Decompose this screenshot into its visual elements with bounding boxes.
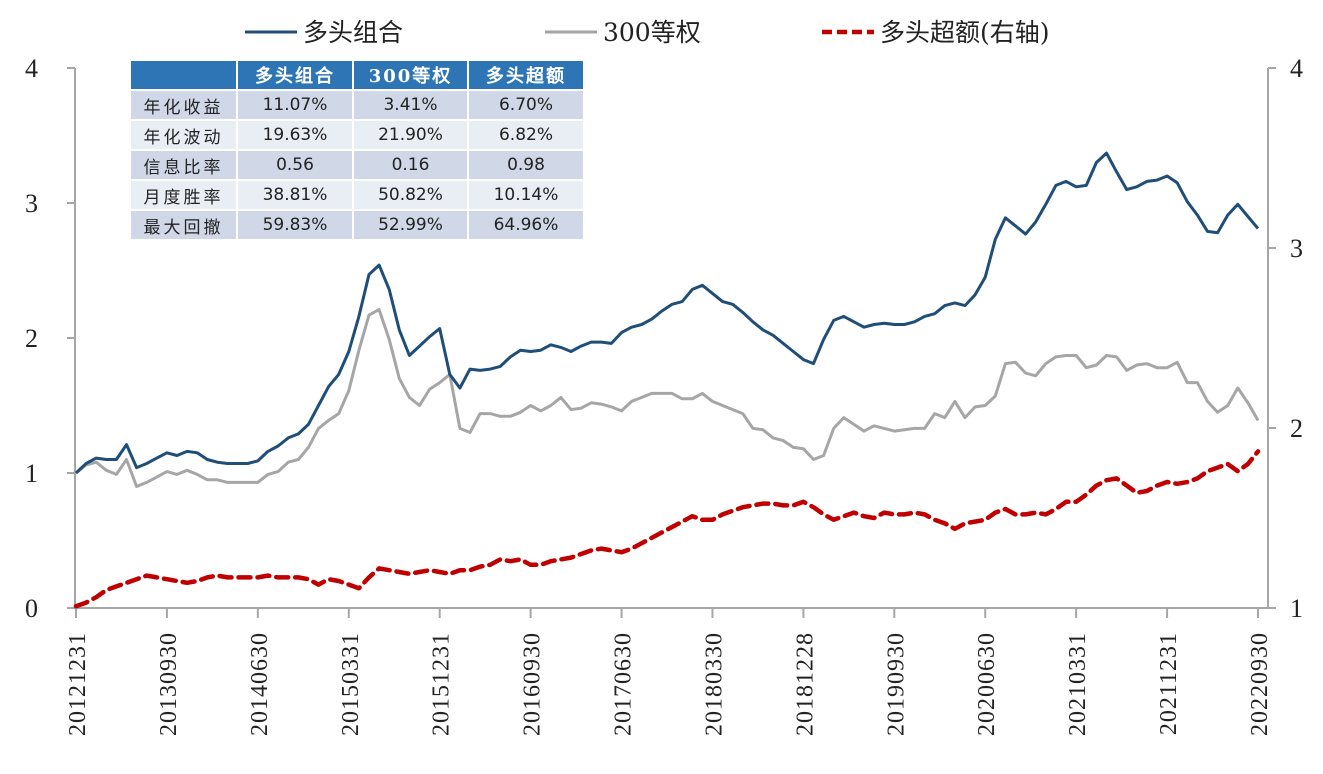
stats-cell: 0.16 [352,149,469,181]
stats-cell: 0.56 [236,149,354,181]
stats-cell: 10.14% [467,179,585,211]
stats-cell: 6.82% [467,119,585,151]
left-axis-tick-label: 4 [25,54,38,83]
left-axis-tick-label: 1 [25,459,38,488]
stats-table-row: 年化波动 19.63% 21.90% 6.82% [129,119,585,151]
legend-label: 多头超额(右轴) [880,18,1050,47]
right-axis-tick-label: 2 [1290,414,1303,443]
stats-row-label: 年化收益 [129,89,238,121]
x-axis-tick-label: 20150331 [338,632,364,736]
series-line-long-excess [73,449,1261,609]
stats-table-header-cell: 300等权 [352,59,469,91]
stats-row-label: 最大回撤 [129,209,238,241]
stats-table-row: 月度胜率 38.81% 50.82% 10.14% [129,179,585,211]
right-axis-tick-label: 4 [1290,54,1303,83]
left-axis-tick-label: 3 [25,189,38,218]
stats-cell: 11.07% [236,89,354,121]
x-axis-tick-label: 20181228 [792,632,818,736]
stats-table-row: 年化收益 11.07% 3.41% 6.70% [129,89,585,121]
stats-row-label: 年化波动 [129,119,238,151]
x-axis-tick-label: 20121231 [65,632,91,736]
stats-table: 多头组合 300等权 多头超额 年化收益 11.07% 3.41% 6.70% … [129,59,585,241]
stats-table-header-cell [129,59,238,91]
x-axis-tick-label: 20151231 [429,632,455,736]
x-axis-tick-label: 20190930 [883,632,909,736]
stats-row-label: 月度胜率 [129,179,238,211]
stats-cell: 0.98 [467,149,585,181]
x-axis-tick-label: 20130930 [156,632,182,736]
right-axis-tick-label: 3 [1290,234,1303,263]
stats-cell: 64.96% [467,209,585,241]
stats-table-header-cell: 多头超额 [467,59,585,91]
series-layer [73,151,1261,609]
stats-cell: 52.99% [352,209,469,241]
stats-cell: 50.82% [352,179,469,211]
stats-cell: 19.63% [236,119,354,151]
stats-table-header-cell: 多头组合 [236,59,354,91]
axes: 0 1 2 3 4 1 2 3 4 20121231 20130930 20140630 2015033… [25,54,1303,736]
x-axis-tick-label: 20200630 [974,632,1000,736]
x-axis-tick-label: 20211231 [1156,632,1182,735]
legend: 多头组合 300等权 多头超额(右轴) [245,18,1050,47]
x-axis-tick-label: 20170630 [611,632,637,736]
stats-table-header-row: 多头组合 300等权 多头超额 [129,59,585,91]
series-line-long-portfolio [74,151,1260,475]
left-axis-tick-label: 0 [25,594,38,623]
series-line-csi300-equal-weight [75,308,1260,488]
stats-cell: 21.90% [352,119,469,151]
stats-cell: 3.41% [352,89,469,121]
left-axis-tick-label: 2 [25,324,38,353]
stats-cell: 59.83% [236,209,354,241]
stats-table-row: 信息比率 0.56 0.16 0.98 [129,149,585,181]
x-axis-tick-label: 20180330 [701,632,727,736]
legend-label: 多头组合 [303,18,403,47]
legend-label: 300等权 [603,18,701,47]
stats-cell: 38.81% [236,179,354,211]
stats-row-label: 信息比率 [129,149,238,181]
stats-table-row: 最大回撤 59.83% 52.99% 64.96% [129,209,585,241]
x-axis-tick-label: 20140630 [247,632,273,736]
x-axis-tick-label: 20210331 [1065,632,1091,736]
stats-cell: 6.70% [467,89,585,121]
x-axis-tick-label: 20160930 [520,632,546,736]
x-axis-tick-label: 20220930 [1247,632,1273,736]
right-axis-tick-label: 1 [1290,594,1303,623]
